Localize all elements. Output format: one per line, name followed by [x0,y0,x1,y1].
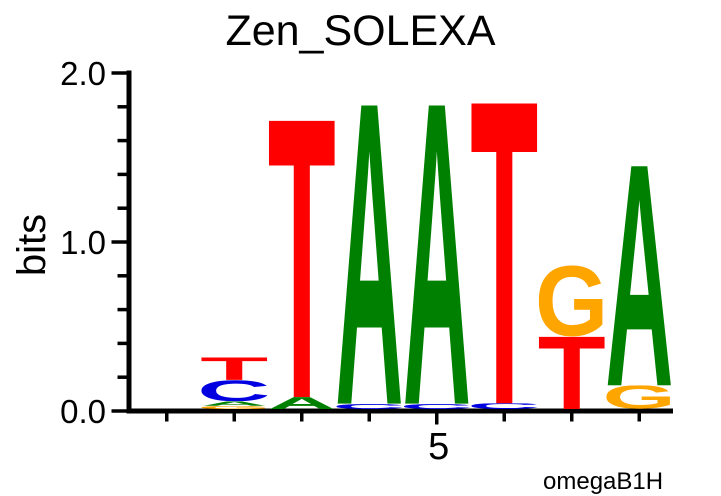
logo-letter-T: T [200,350,268,387]
y-axis-label: bits [10,213,54,277]
letter-glyph-A: A [268,394,336,413]
letter-glyph-T: T [470,10,538,496]
letter-glyph-A: A [200,400,268,407]
letter-glyph-G: G [198,405,271,410]
logo-letter-T: T [470,10,538,496]
logo-letter-A: A [605,96,673,453]
letter-glyph-G: G [603,378,676,415]
logo-letter-G: G [535,245,608,357]
letter-glyph-C: C [400,402,473,410]
logo-letter-C: C [332,402,405,410]
letter-glyph-A: A [605,96,673,453]
logo-letter-G: G [198,405,271,410]
letter-glyph-C: C [467,402,540,411]
y-tick-label: 0.0 [60,393,106,430]
logo-letter-T: T [268,35,336,483]
logo-letter-C: C [197,374,270,408]
letter-glyph-A: A [403,13,471,496]
logo-letter-G: G [603,378,676,415]
letter-glyph-A: A [335,13,403,496]
logo-letter-A: A [335,13,403,496]
logo-letter-A: A [403,13,471,496]
y-tick-label: 2.0 [60,55,106,92]
watermark-label: omegaB1H [543,468,664,495]
logo-letter-C: C [400,402,473,410]
letter-glyph-T: T [200,350,268,387]
logo-letter-A: A [200,400,268,407]
chart-title: Zen_SOLEXA [225,7,496,55]
logo-letter-T: T [538,315,606,432]
logo-letter-C: C [467,402,540,411]
logo-letter-A: A [268,394,336,413]
x-tick-label: 5 [428,426,449,468]
letter-glyph-C: C [197,374,270,408]
y-tick-label: 1.0 [60,224,106,261]
letter-glyph-T: T [538,315,606,432]
letter-glyph-T: T [268,35,336,483]
letter-glyph-C: C [332,402,405,410]
letter-glyph-G: G [535,245,608,357]
